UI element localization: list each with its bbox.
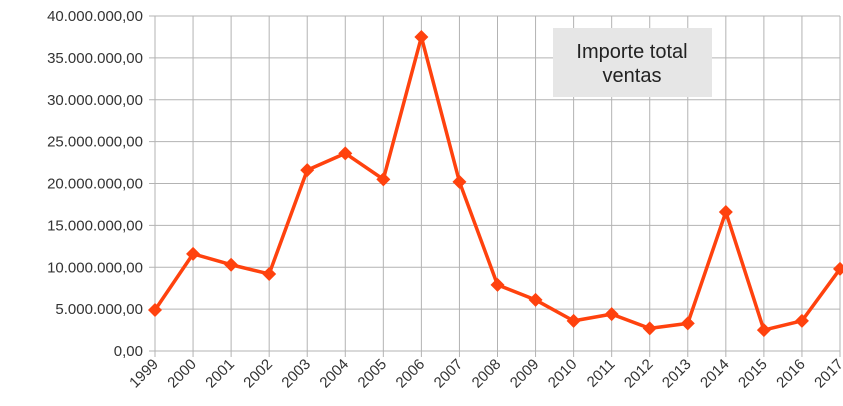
marker bbox=[300, 163, 315, 178]
marker bbox=[186, 246, 201, 261]
x-tick-label: 2004 bbox=[316, 356, 352, 392]
marker bbox=[604, 307, 619, 322]
legend-label: Importe total ventas bbox=[576, 41, 687, 87]
marker bbox=[756, 323, 771, 338]
x-tick-label: 2002 bbox=[240, 356, 276, 392]
marker bbox=[680, 316, 695, 331]
x-tick-label: 2017 bbox=[811, 356, 843, 392]
x-tick-label: 2005 bbox=[355, 356, 391, 392]
marker bbox=[338, 146, 353, 161]
x-tick-label: 1999 bbox=[126, 356, 162, 392]
marker bbox=[148, 302, 162, 317]
y-tick-label: 25.000.000,00 bbox=[47, 134, 143, 151]
y-tick-label: 30.000.000,00 bbox=[47, 92, 143, 109]
x-tick-label: 2001 bbox=[202, 356, 238, 392]
x-tick-label: 2003 bbox=[278, 356, 314, 392]
marker bbox=[718, 204, 733, 219]
x-tick-label: 2009 bbox=[507, 356, 543, 392]
marker bbox=[794, 313, 809, 328]
x-tick-label: 2010 bbox=[545, 356, 581, 392]
x-tick-label: 2013 bbox=[659, 356, 695, 392]
y-tick-label: 40.000.000,00 bbox=[47, 8, 143, 25]
y-tick-label: 15.000.000,00 bbox=[47, 217, 143, 234]
y-tick-label: 35.000.000,00 bbox=[47, 50, 143, 67]
marker bbox=[224, 257, 239, 272]
marker bbox=[566, 313, 581, 328]
legend-box bbox=[553, 28, 712, 97]
marker bbox=[414, 29, 429, 44]
x-tick-label: 2007 bbox=[431, 356, 467, 392]
y-tick-label: 0,00 bbox=[114, 343, 143, 360]
marker bbox=[452, 174, 467, 189]
x-tick-label: 2000 bbox=[164, 356, 200, 392]
y-tick-label: 10.000.000,00 bbox=[47, 259, 143, 276]
marker bbox=[833, 261, 843, 276]
x-tick-label: 2014 bbox=[697, 356, 733, 392]
marker bbox=[490, 277, 505, 292]
y-tick-label: 5.000.000,00 bbox=[55, 301, 143, 318]
marker bbox=[376, 172, 391, 187]
x-tick-label: 2012 bbox=[621, 356, 657, 392]
marker bbox=[642, 321, 657, 336]
legend-line: ventas bbox=[603, 65, 662, 87]
legend-line: Importe total bbox=[576, 41, 687, 63]
x-tick-label: 2011 bbox=[584, 356, 619, 391]
marker bbox=[528, 292, 543, 307]
x-tick-label: 2016 bbox=[773, 356, 809, 392]
y-tick-label: 20.000.000,00 bbox=[47, 176, 143, 193]
marker bbox=[262, 266, 277, 281]
x-tick-label: 2015 bbox=[735, 356, 771, 392]
x-tick-label: 2006 bbox=[393, 356, 429, 392]
x-tick-label: 2008 bbox=[469, 356, 505, 392]
